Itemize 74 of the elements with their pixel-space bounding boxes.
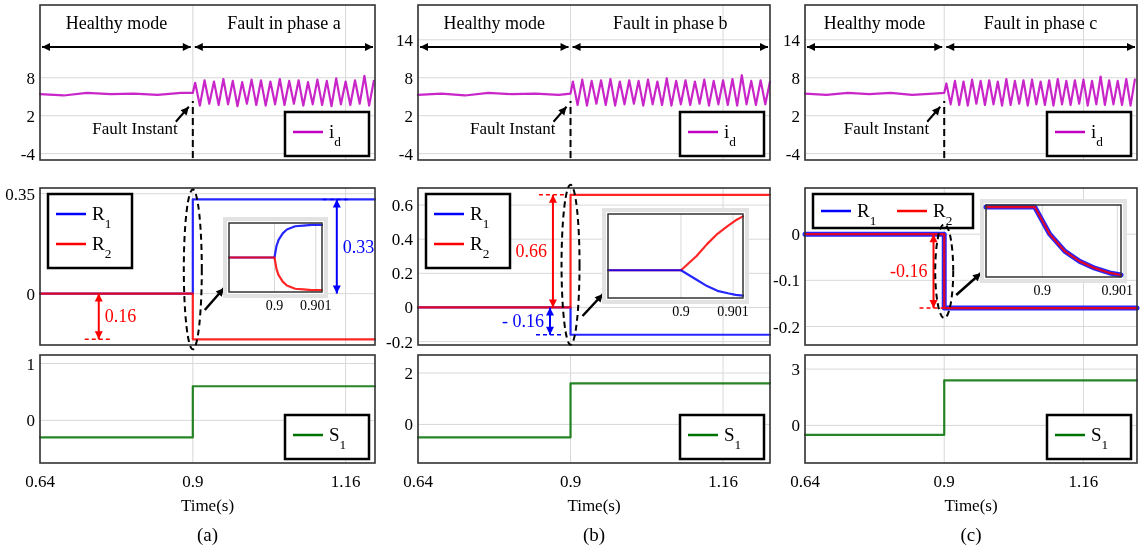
annotation: Fault in phase b xyxy=(613,13,728,33)
y-tick-label: 14 xyxy=(783,30,801,50)
y-tick-label: 0 xyxy=(26,284,35,304)
y-tick-label: 8 xyxy=(791,68,800,88)
y-tick-label: 0 xyxy=(26,411,35,431)
x-tick-label: 0.901 xyxy=(717,304,749,319)
legend-label: S$_{1}$ xyxy=(1091,424,1109,452)
y-tick-label: 14 xyxy=(396,30,414,50)
legend-label: R$_{1}$ xyxy=(857,200,877,228)
y-tick-label: 0.6 xyxy=(391,196,413,216)
x-tick-label: 0.901 xyxy=(1101,283,1133,298)
y-tick-label: -4 xyxy=(785,144,801,164)
y-tick-label: 1 xyxy=(26,354,35,374)
y-tick-label: 0 xyxy=(791,416,800,436)
y-tick-label: 0 xyxy=(791,225,800,245)
y-tick-label: 0 xyxy=(404,298,413,318)
x-tick-label: 0.9 xyxy=(182,472,204,491)
x-tick-label: 0.64 xyxy=(790,472,821,491)
text: (a) xyxy=(196,524,219,546)
legend-label: S$_{1}$ xyxy=(329,424,347,452)
annotation: Fault in phase c xyxy=(983,13,1098,33)
x-axis-title: Time(s) xyxy=(180,496,235,515)
y-tick-label: 0.2 xyxy=(391,264,413,284)
y-tick-label: 2 xyxy=(791,106,800,126)
y-tick-label: 2 xyxy=(404,106,413,126)
y-tick-label: 3 xyxy=(791,360,800,380)
x-tick-label: 1.16 xyxy=(330,472,361,491)
x-tick-label: 1.16 xyxy=(708,472,738,491)
legend-label: i$_{d}$ xyxy=(329,121,342,149)
annotation: Healthy mode xyxy=(823,13,926,33)
y-tick-label: 8 xyxy=(26,68,35,88)
annotation: Fault in phase a xyxy=(227,13,341,33)
text: (c) xyxy=(960,524,982,546)
x-tick-label: 0.9 xyxy=(933,472,955,491)
y-tick-label: 2 xyxy=(26,106,35,126)
y-tick-label: 2 xyxy=(404,364,413,383)
annotation: - 0.16 xyxy=(502,311,544,332)
legend-label: i$_{d}$ xyxy=(1091,121,1104,149)
legend-label: R$_{2}$ xyxy=(933,200,953,228)
y-tick-label: -0.2 xyxy=(386,332,413,352)
legend-label: S$_{1}$ xyxy=(724,424,742,452)
x-tick-label: 0.9 xyxy=(559,472,582,491)
annotation: 0.33 xyxy=(342,236,375,257)
x-axis-title: Time(s) xyxy=(944,496,998,515)
x-tick-label: 0.901 xyxy=(300,298,332,313)
legend-label: R$_{1}$ xyxy=(470,203,490,231)
y-tick-label: -4 xyxy=(398,144,414,164)
annotation: 0.66 xyxy=(515,241,547,262)
x-tick-label: 0.9 xyxy=(1033,283,1051,298)
annotation: -0.16 xyxy=(890,261,928,282)
text: (b) xyxy=(582,524,606,546)
y-tick-label: 0 xyxy=(404,415,413,435)
y-tick-label: 8 xyxy=(404,68,413,88)
x-tick-label: 0.64 xyxy=(25,472,56,491)
x-tick-label: 1.16 xyxy=(1068,472,1099,491)
x-tick-label: 0.9 xyxy=(265,298,284,313)
annotation: 0.16 xyxy=(104,306,137,327)
legend-label: R$_{1}$ xyxy=(92,203,112,231)
annotation: Fault Instant xyxy=(470,118,556,138)
y-tick-label: -0.1 xyxy=(773,271,800,291)
legend-label: R$_{2}$ xyxy=(470,233,490,261)
y-tick-label: -0.2 xyxy=(773,317,800,337)
legend-label: i$_{d}$ xyxy=(724,121,737,149)
x-tick-label: 0.9 xyxy=(672,304,690,319)
annotation: Healthy mode xyxy=(65,13,168,33)
y-tick-label: 0.4 xyxy=(391,230,414,250)
x-axis-title: Time(s) xyxy=(567,496,621,515)
annotation: Fault Instant xyxy=(92,118,179,138)
x-tick-label: 0.64 xyxy=(403,472,434,491)
annotation: Healthy mode xyxy=(443,13,546,33)
annotation: Fault Instant xyxy=(843,118,930,138)
y-tick-label: -4 xyxy=(20,144,36,164)
legend-label: R$_{2}$ xyxy=(92,233,112,261)
y-tick-label: 0.35 xyxy=(5,184,35,204)
